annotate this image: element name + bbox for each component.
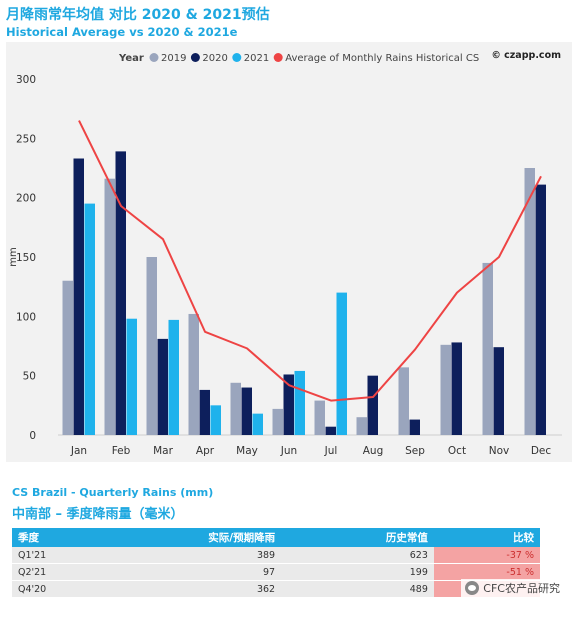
bar-2019	[398, 367, 409, 435]
cell-quarter: Q4'20	[12, 580, 101, 598]
cell-actual: 97	[100, 563, 282, 581]
bar-2021	[126, 318, 137, 435]
legend-label: 2020	[202, 53, 227, 64]
bar-2021	[210, 405, 221, 435]
x-tick-label: Sep	[405, 445, 425, 457]
x-tick-label: Nov	[489, 445, 510, 457]
bar-2019	[62, 280, 73, 435]
cell-historical: 623	[281, 547, 434, 564]
y-tick-label: 250	[16, 133, 36, 145]
cell-historical: 199	[281, 563, 434, 581]
bar-2020	[199, 389, 210, 435]
legend-swatch	[190, 53, 200, 62]
bar-2019	[230, 382, 241, 435]
cell-actual: 362	[100, 580, 282, 598]
cell-historical: 489	[281, 580, 434, 598]
y-tick-label: 0	[29, 430, 36, 442]
legend-swatch	[149, 53, 159, 62]
bar-2019	[440, 344, 451, 435]
bar-2020	[367, 375, 378, 435]
source-label: © czapp.com	[491, 50, 561, 61]
watermark: CFC农产品研究	[461, 579, 564, 597]
x-tick-label: Dec	[531, 445, 552, 457]
bar-2020	[157, 338, 168, 435]
chart-title-cn: 月降雨常年均值 对比 2020 & 2021预估	[6, 7, 270, 23]
bar-2019	[482, 262, 493, 435]
bar-2020	[283, 374, 294, 435]
bar-2021	[336, 292, 347, 435]
legend-swatch	[232, 53, 242, 62]
legend-swatch	[273, 53, 283, 62]
table-title-en: CS Brazil - Quarterly Rains (mm)	[12, 486, 214, 499]
cell-compare: -51 %	[433, 563, 540, 581]
cell-compare: -37 %	[433, 547, 540, 564]
x-tick-label: Oct	[448, 445, 466, 457]
bar-2019	[356, 417, 367, 435]
legend-title: Year	[118, 53, 144, 64]
bar-2019	[188, 313, 199, 435]
chart-panel: 0 50 100 150 200 250 300 mm Jan Feb Mar Apr May Jun Ju…	[6, 42, 572, 462]
y-tick-label: 100	[16, 311, 36, 323]
x-tick-label: Feb	[112, 445, 131, 457]
header-compare: 比较	[433, 528, 540, 547]
watermark-text: CFC农产品研究	[483, 582, 560, 595]
bar-2020	[115, 151, 126, 435]
legend-label: 2021	[244, 53, 269, 64]
average-line	[78, 120, 542, 402]
legend-label: 2019	[161, 53, 186, 64]
bar-2020	[451, 342, 462, 435]
x-tick-label: Aug	[363, 445, 384, 457]
quarterly-rain-table: 季度 实际/预期降雨 历史常值 比较 Q1'21 389 623 -37 % Q…	[12, 528, 540, 598]
x-tick-label: Mar	[153, 445, 173, 457]
bar-2021	[168, 319, 179, 435]
bar-2020	[409, 419, 420, 435]
bar-2020	[493, 347, 504, 435]
x-tick-label: Jun	[280, 445, 297, 457]
rain-chart: 0 50 100 150 200 250 300 mm Jan Feb Mar Apr May Jun Ju…	[8, 50, 562, 457]
cell-actual: 389	[100, 547, 282, 564]
bar-2021	[294, 370, 305, 435]
x-tick-label: Jan	[70, 445, 87, 457]
cell-quarter: Q1'21	[12, 547, 101, 564]
bar-2019	[524, 168, 535, 435]
bar-2019	[314, 400, 325, 435]
y-tick-label: 150	[16, 252, 36, 264]
bar-2020	[325, 426, 336, 435]
cell-quarter: Q2'21	[12, 563, 101, 581]
table-row: Q1'21 389 623 -37 %	[12, 547, 540, 564]
table-title-cn: 中南部 – 季度降雨量（毫米）	[12, 507, 184, 522]
header-quarter: 季度	[12, 528, 101, 547]
y-axis-label: mm	[8, 247, 19, 266]
x-tick-label: Jul	[324, 445, 338, 457]
chart-title-en: Historical Average vs 2020 & 2021e	[6, 25, 238, 39]
bar-2019	[146, 257, 157, 435]
y-tick-label: 200	[16, 193, 36, 205]
table-header-row: 季度 实际/预期降雨 历史常值 比较	[12, 528, 540, 547]
bar-2021	[84, 203, 95, 435]
bar-2019	[104, 178, 115, 435]
bar-2019	[272, 408, 283, 435]
bar-2020	[241, 387, 252, 435]
legend-label: Average of Monthly Rains Historical CS	[285, 53, 479, 64]
bar-2021	[252, 413, 263, 435]
x-tick-label: Apr	[196, 445, 215, 457]
bar-2020	[73, 158, 84, 436]
x-tick-label: May	[236, 445, 258, 457]
y-tick-label: 300	[16, 74, 36, 86]
header-actual: 实际/预期降雨	[100, 528, 282, 547]
wechat-icon	[465, 581, 480, 595]
header-historical: 历史常值	[281, 528, 434, 547]
y-tick-label: 50	[23, 371, 36, 383]
table-row: Q2'21 97 199 -51 %	[12, 563, 540, 581]
bar-2020	[535, 184, 546, 435]
